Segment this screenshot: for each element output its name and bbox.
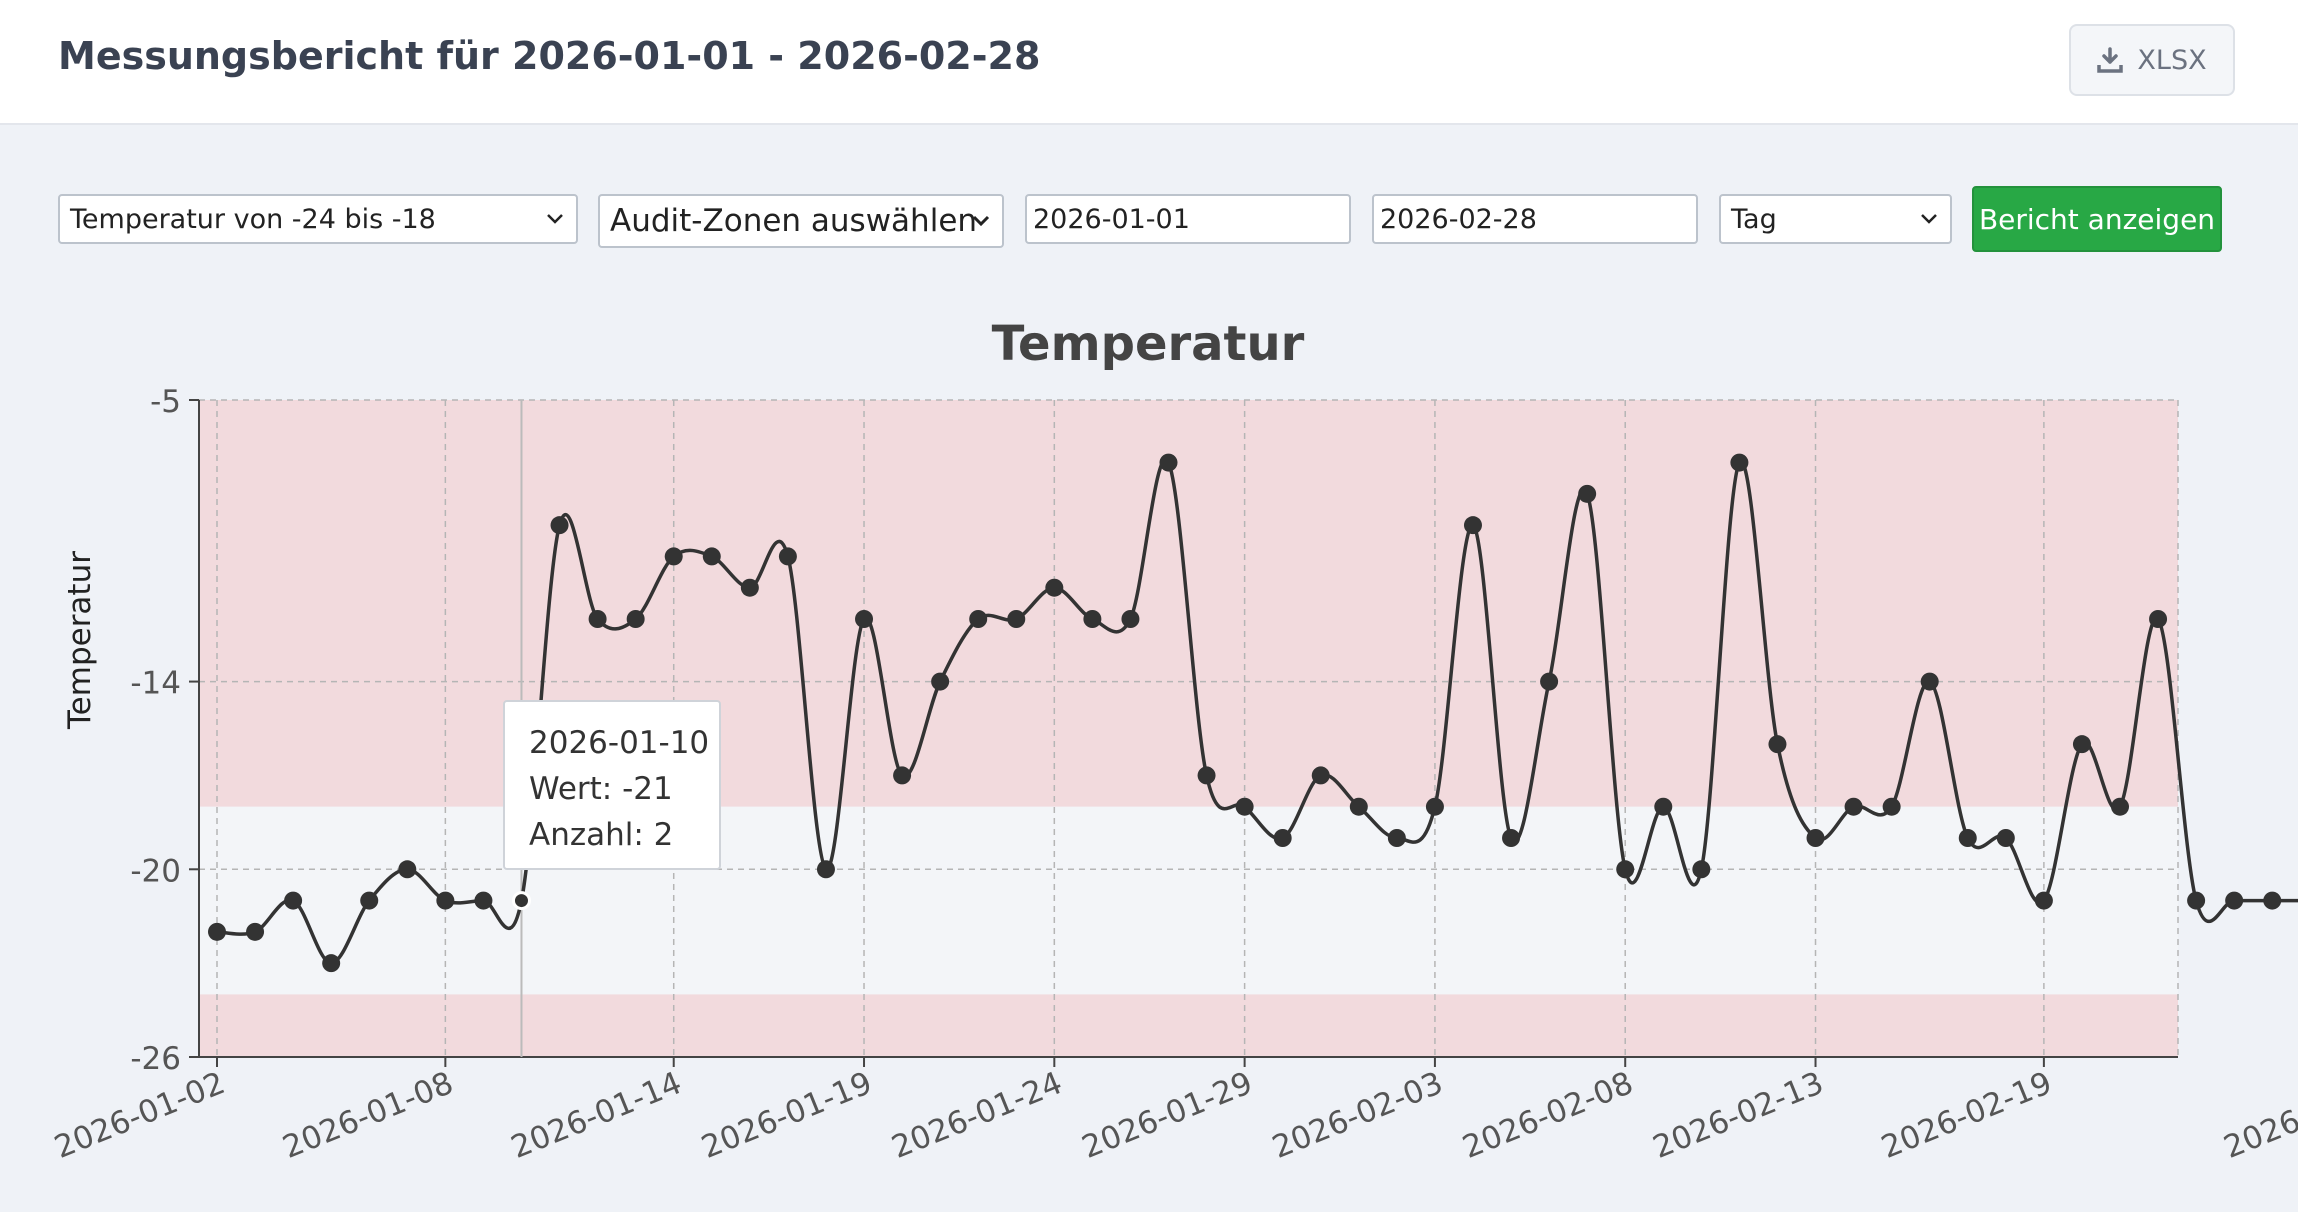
data-point (1844, 797, 1863, 816)
highlighted-data-point (511, 891, 531, 911)
data-point (322, 954, 341, 973)
tooltip-count: Anzahl: 2 (529, 817, 674, 853)
y-tick-label: -14 (130, 666, 181, 702)
data-point (1502, 829, 1521, 847)
data-point (588, 610, 607, 628)
data-point (2149, 610, 2168, 628)
data-point (2072, 735, 2091, 754)
chevron-down-icon (972, 215, 990, 227)
data-point (1349, 797, 1368, 816)
export-xlsx-button[interactable]: XLSX (2069, 24, 2235, 96)
data-point (1159, 453, 1178, 472)
data-point (1996, 829, 2015, 847)
x-tick-label: 2026-02-03 (1267, 1065, 1448, 1166)
data-point (626, 610, 645, 628)
y-tick-label: -20 (130, 853, 181, 889)
data-point (1273, 829, 1292, 847)
data-point (702, 547, 721, 566)
show-report-button[interactable]: Bericht anzeigen (1972, 186, 2222, 252)
page-title: Messungsbericht für 2026-01-01 - 2026-02… (58, 34, 1041, 78)
data-point (2034, 891, 2053, 910)
audit-zones-select[interactable]: Audit-Zonen auswählen (598, 194, 1004, 248)
data-point (2187, 891, 2206, 910)
data-point (1540, 672, 1559, 691)
measurement-select[interactable]: Temperatur von -24 bis -18 (58, 194, 578, 244)
data-point (1235, 797, 1254, 816)
chart-title: Temperatur (992, 316, 1305, 372)
x-tick-label: 2026-01-02 (49, 1065, 230, 1166)
data-point (1768, 735, 1787, 754)
export-xlsx-label: XLSX (2137, 44, 2207, 76)
y-tick-label: -26 (130, 1041, 181, 1077)
data-point (1654, 797, 1673, 816)
x-tick-label: 2026-02-13 (1648, 1065, 1829, 1166)
data-point (1387, 829, 1406, 847)
data-point (1045, 578, 1064, 597)
data-point (664, 547, 683, 566)
data-point (284, 891, 303, 910)
x-tick-label: 2026-02-28 (2219, 1065, 2298, 1166)
date-from-value: 2026-01-01 (1033, 203, 1190, 235)
data-point (550, 516, 569, 535)
data-point (1311, 766, 1330, 785)
data-point (1578, 484, 1597, 503)
data-point (1882, 797, 1901, 816)
data-point (1806, 829, 1825, 847)
measurement-select-value: Temperatur von -24 bis -18 (70, 203, 436, 235)
interval-select[interactable]: Tag (1719, 194, 1952, 244)
date-to-input[interactable]: 2026-02-28 (1372, 194, 1698, 244)
data-point (2225, 891, 2244, 910)
x-tick-label: 2026-02-19 (1876, 1065, 2057, 1166)
data-point (1121, 610, 1140, 628)
data-point (778, 547, 797, 566)
x-tick-label: 2026-01-08 (278, 1065, 459, 1166)
y-tick-label: -5 (150, 384, 181, 420)
data-point (969, 610, 988, 628)
chevron-down-icon (547, 214, 563, 224)
x-tick-label: 2026-01-19 (696, 1065, 877, 1166)
download-icon (2097, 47, 2124, 73)
data-point (740, 578, 759, 597)
data-point (816, 860, 835, 879)
data-point (208, 922, 226, 941)
data-point (2111, 797, 2129, 816)
data-point (1425, 797, 1444, 816)
date-from-input[interactable]: 2026-01-01 (1025, 194, 1351, 244)
audit-zones-select-value: Audit-Zonen auswählen (610, 203, 978, 239)
data-point (1197, 766, 1216, 785)
data-point (398, 860, 417, 879)
data-point (1730, 453, 1749, 472)
data-point (360, 891, 379, 910)
data-point (1463, 516, 1482, 535)
data-point (893, 766, 912, 785)
x-tick-label: 2026-01-24 (887, 1065, 1068, 1166)
interval-select-value: Tag (1731, 203, 1777, 235)
data-point (436, 891, 455, 910)
data-point (855, 610, 874, 628)
data-point (1958, 829, 1977, 847)
y-axis-label: Temperatur (62, 551, 98, 730)
date-to-value: 2026-02-28 (1380, 203, 1537, 235)
data-point (1920, 672, 1939, 691)
x-tick-label: 2026-02-08 (1458, 1065, 1639, 1166)
data-point (1616, 860, 1635, 879)
x-tick-label: 2026-01-14 (506, 1065, 687, 1166)
data-point (1007, 610, 1026, 628)
chart-tooltip: 2026-01-10 Wert: -21 Anzahl: 2 (503, 700, 721, 870)
tooltip-value: Wert: -21 (529, 771, 673, 807)
x-tick-label: 2026-01-29 (1077, 1065, 1258, 1166)
data-point (931, 672, 950, 691)
data-point (2263, 891, 2282, 910)
report-header: Messungsbericht für 2026-01-01 - 2026-02… (0, 0, 2298, 125)
target-range-band (199, 806, 2178, 995)
data-point (246, 922, 265, 941)
data-point (1692, 860, 1711, 879)
data-point (1083, 610, 1102, 628)
tooltip-date: 2026-01-10 (529, 725, 710, 761)
lower-out-of-range-band (199, 994, 2178, 1057)
data-point (474, 891, 493, 910)
chevron-down-icon (1921, 214, 1937, 224)
